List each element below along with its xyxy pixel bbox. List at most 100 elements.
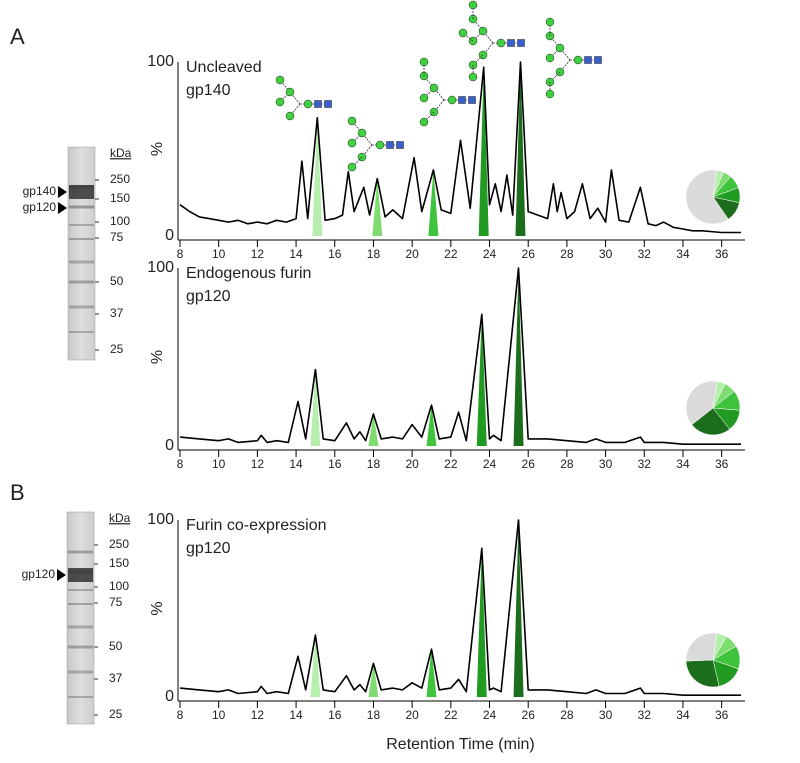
gel-band [69, 224, 94, 226]
x-tick-label: 18 [367, 708, 381, 722]
y-tick-label: 100 [147, 511, 174, 528]
x-tick-label: 16 [328, 247, 342, 261]
chart-title: Furin co-expression [186, 517, 327, 534]
x-tick-label: 10 [212, 457, 226, 471]
mannose [419, 117, 429, 127]
glcnac [314, 100, 322, 108]
gel-band [69, 185, 94, 189]
gel-arrow [58, 202, 67, 214]
linkage [423, 87, 435, 99]
gel-lane [66, 511, 95, 725]
gel-band [69, 205, 94, 209]
chart-subtitle: gp120 [186, 540, 231, 557]
x-tick-label: 34 [676, 457, 690, 471]
linkage [472, 30, 484, 42]
gel-marker-label: 25 [110, 342, 124, 356]
mannose [347, 138, 357, 148]
highlight-peak [372, 178, 383, 236]
y-axis-label: % [149, 350, 166, 364]
gel-marker-label: 25 [109, 707, 123, 721]
highlight-peak [513, 520, 524, 697]
highlight-peak [426, 405, 437, 446]
x-tick-label: 24 [483, 247, 497, 261]
glcnac [396, 141, 404, 149]
gel-band [69, 331, 94, 333]
x-tick-label: 16 [328, 708, 342, 722]
x-tick-label: 26 [522, 247, 536, 261]
gel-arrow [58, 186, 67, 198]
x-tick-label: 18 [367, 457, 381, 471]
gel-band [68, 550, 93, 554]
y-axis-label: % [149, 142, 166, 156]
pie-slice [685, 659, 720, 688]
pie-slice [685, 169, 729, 225]
x-tick-label: 36 [715, 247, 729, 261]
gel-band [68, 670, 93, 674]
x-tick-label: 22 [444, 457, 458, 471]
x-tick-label: 28 [560, 457, 574, 471]
x-tick-label: 30 [599, 708, 613, 722]
highlight-peak [476, 548, 487, 697]
gel-band [69, 280, 94, 284]
gel-band-label: gp120 [22, 567, 56, 581]
y-tick-label: 100 [147, 259, 174, 276]
y-tick-label: 0 [165, 227, 174, 244]
glycan-icon [419, 57, 476, 127]
mannose [545, 89, 555, 99]
chart-title: Endogenous furin [186, 265, 311, 282]
glcnac [584, 56, 592, 64]
x-tick-label: 28 [560, 708, 574, 722]
glycan-icon [347, 116, 404, 172]
mannose [545, 17, 555, 27]
highlight-peak [312, 117, 323, 236]
y-tick-label: 100 [147, 53, 174, 70]
x-tick-label: 36 [715, 457, 729, 471]
linkage [423, 111, 435, 123]
trace [179, 61, 741, 234]
mannose [347, 116, 357, 126]
x-tick-label: 12 [251, 457, 265, 471]
x-tick-label: 36 [715, 708, 729, 722]
highlight-peak [428, 169, 439, 236]
linkage [351, 132, 363, 144]
x-tick-label: 18 [367, 247, 381, 261]
x-tick-label: 12 [251, 247, 265, 261]
x-tick-label: 28 [560, 247, 574, 261]
mannose [573, 55, 583, 65]
gel-band [69, 238, 94, 240]
gel-marker-label: 250 [110, 172, 130, 186]
mannose [275, 75, 285, 85]
glcnac [324, 100, 332, 108]
gel-band [68, 696, 93, 698]
highlight-peak [368, 663, 379, 697]
x-tick-label: 20 [405, 247, 419, 261]
gel-band [68, 603, 93, 605]
gel-unit: kDa [109, 511, 131, 525]
glcnac [386, 141, 394, 149]
linkage [351, 156, 363, 168]
panel-label: B [10, 480, 25, 505]
glcnac [468, 96, 476, 104]
x-tick-label: 30 [599, 457, 613, 471]
gel-unit: kDa [110, 146, 132, 160]
x-tick-label: 32 [638, 457, 652, 471]
pie-slice [685, 632, 718, 662]
x-tick-label: 22 [444, 708, 458, 722]
x-tick-label: 8 [177, 247, 184, 261]
gel-marker-label: 37 [110, 306, 124, 320]
mannose [303, 99, 313, 109]
glycan-icon [275, 75, 332, 121]
chart-title: Uncleaved [186, 59, 262, 76]
mannose [419, 57, 429, 67]
x-tick-label: 8 [177, 457, 184, 471]
gel-band-label: gp120 [23, 200, 57, 214]
mannose [347, 162, 357, 172]
highlight-peak [478, 67, 489, 236]
mannose [375, 140, 385, 150]
linkage [549, 47, 561, 59]
pie-slice [685, 380, 718, 426]
gel-marker-label: 75 [109, 595, 123, 609]
glcnac [594, 56, 602, 64]
x-tick-label: 24 [483, 708, 497, 722]
mannose [545, 53, 555, 63]
